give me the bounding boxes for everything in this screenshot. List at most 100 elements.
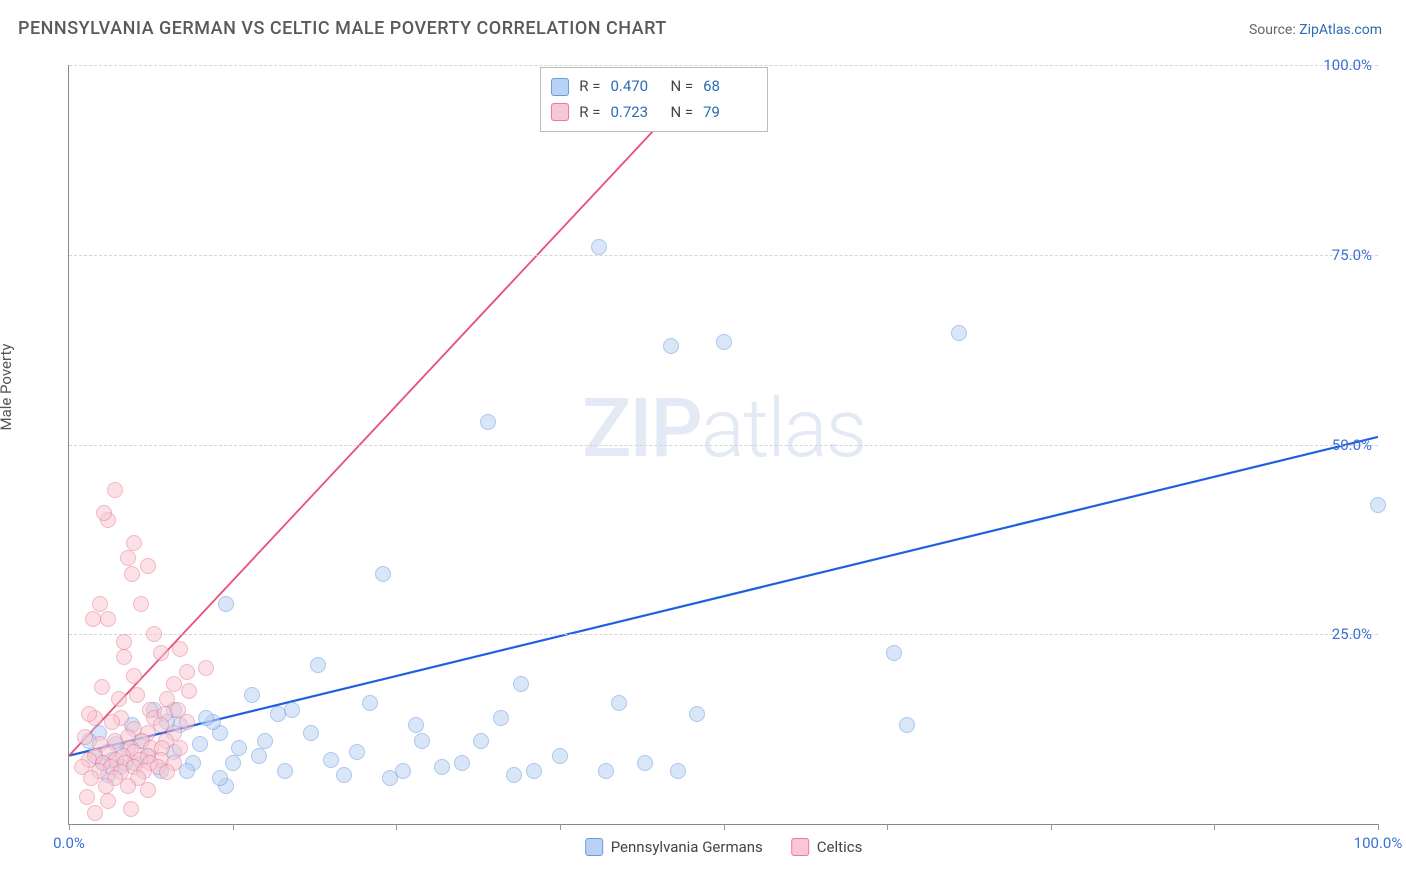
data-point — [382, 770, 398, 786]
source-link[interactable]: ZipAtlas.com — [1299, 22, 1382, 38]
data-point — [506, 767, 522, 783]
x-tick-mark — [560, 824, 561, 830]
data-point — [212, 770, 228, 786]
gridline-h — [69, 255, 1378, 256]
data-point — [192, 736, 208, 752]
data-point — [231, 740, 247, 756]
stats-r-value: 0.723 — [610, 100, 660, 126]
data-point — [473, 733, 489, 749]
data-point — [349, 744, 365, 760]
y-tick-label: 50.0% — [1332, 436, 1372, 454]
x-tick-mark — [1051, 824, 1052, 830]
data-point — [124, 566, 140, 582]
data-point — [79, 789, 95, 805]
data-point — [153, 645, 169, 661]
data-point — [81, 706, 97, 722]
gridline-h — [69, 65, 1378, 66]
data-point — [107, 482, 123, 498]
stats-r-label: R = — [579, 100, 600, 126]
data-point — [85, 611, 101, 627]
data-point — [126, 535, 142, 551]
chart-title: PENNSYLVANIA GERMAN VS CELTIC MALE POVER… — [18, 18, 667, 39]
data-point — [116, 649, 132, 665]
stats-swatch — [551, 78, 569, 96]
gridline-h — [69, 445, 1378, 446]
correlation-stats-box: R =0.470N =68R =0.723N =79 — [540, 67, 768, 132]
data-point — [336, 767, 352, 783]
data-point — [172, 740, 188, 756]
data-point — [87, 805, 103, 821]
y-tick-label: 100.0% — [1323, 56, 1372, 74]
data-point — [552, 748, 568, 764]
data-point — [591, 239, 607, 255]
data-point — [886, 645, 902, 661]
x-tick-mark — [233, 824, 234, 830]
data-point — [218, 596, 234, 612]
data-point — [100, 793, 116, 809]
data-point — [637, 755, 653, 771]
data-point — [434, 759, 450, 775]
data-point — [480, 414, 496, 430]
data-point — [104, 714, 120, 730]
legend-swatch — [791, 838, 809, 856]
data-point — [1370, 497, 1386, 513]
data-point — [310, 657, 326, 673]
y-tick-label: 75.0% — [1332, 246, 1372, 264]
x-tick-mark — [724, 824, 725, 830]
data-point — [198, 660, 214, 676]
watermark: ZIPatlas — [582, 381, 865, 477]
data-point — [493, 710, 509, 726]
x-tick-mark — [887, 824, 888, 830]
data-point — [598, 763, 614, 779]
source-label: Source: ZipAtlas.com — [1249, 22, 1382, 38]
watermark-zip: ZIP — [582, 381, 701, 477]
data-point — [670, 763, 686, 779]
data-point — [689, 706, 705, 722]
chart-container: Male Poverty ZIPatlas R =0.470N =68R =0.… — [18, 55, 1388, 874]
x-tick-label: 100.0% — [1354, 834, 1403, 852]
data-point — [98, 778, 114, 794]
legend-label: Pennsylvania Germans — [611, 838, 763, 856]
data-point — [140, 558, 156, 574]
data-point — [526, 763, 542, 779]
data-point — [951, 325, 967, 341]
data-point — [179, 664, 195, 680]
gridline-h — [69, 634, 1378, 635]
y-axis-label: Male Poverty — [0, 343, 15, 430]
legend-item: Celtics — [791, 838, 863, 856]
data-point — [454, 755, 470, 771]
data-point — [166, 676, 182, 692]
data-point — [244, 687, 260, 703]
data-point — [611, 695, 627, 711]
stats-row: R =0.470N =68 — [551, 74, 753, 100]
data-point — [277, 763, 293, 779]
data-point — [96, 505, 112, 521]
stats-n-label: N = — [670, 74, 693, 100]
stats-row: R =0.723N =79 — [551, 100, 753, 126]
data-point — [375, 566, 391, 582]
x-tick-mark — [1214, 824, 1215, 830]
data-point — [94, 679, 110, 695]
data-point — [146, 626, 162, 642]
stats-n-value: 79 — [703, 100, 753, 126]
data-point — [92, 596, 108, 612]
data-point — [179, 714, 195, 730]
stats-r-value: 0.470 — [610, 74, 660, 100]
data-point — [120, 778, 136, 794]
data-point — [323, 752, 339, 768]
y-tick-label: 25.0% — [1332, 625, 1372, 643]
data-point — [716, 334, 732, 350]
data-point — [225, 755, 241, 771]
data-point — [123, 801, 139, 817]
data-point — [159, 764, 175, 780]
data-point — [513, 676, 529, 692]
stats-n-value: 68 — [703, 74, 753, 100]
data-point — [408, 717, 424, 733]
data-point — [270, 706, 286, 722]
data-point — [181, 683, 197, 699]
data-point — [663, 338, 679, 354]
x-tick-mark — [1378, 824, 1379, 830]
data-point — [100, 611, 116, 627]
x-tick-label: 0.0% — [53, 834, 85, 852]
data-point — [126, 668, 142, 684]
